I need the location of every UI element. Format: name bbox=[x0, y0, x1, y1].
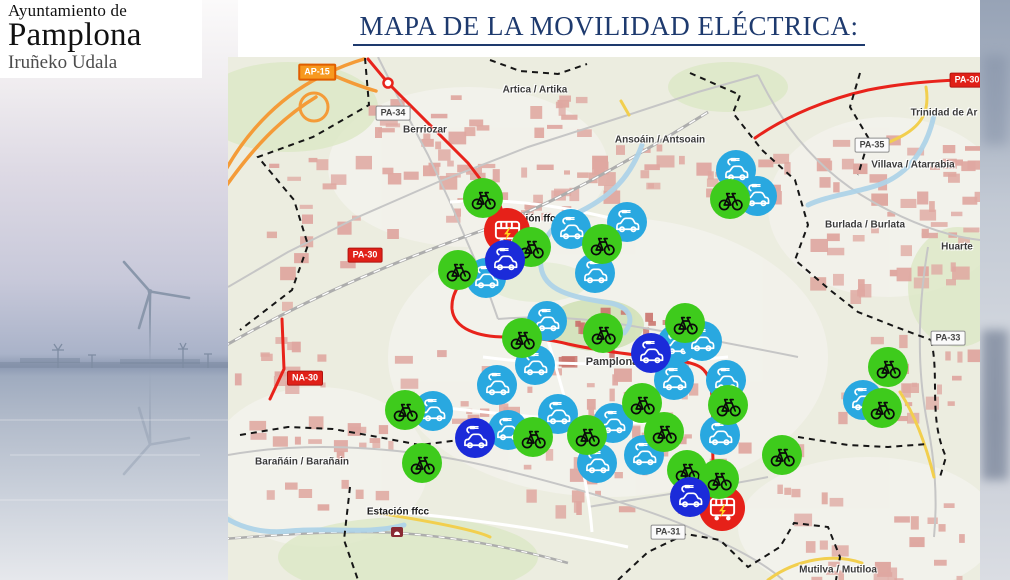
ev-charging-blue-marker[interactable] bbox=[631, 333, 671, 373]
bicycle-icon bbox=[715, 392, 742, 419]
bicycle-icon bbox=[717, 186, 744, 213]
e-bike-marker[interactable] bbox=[710, 179, 750, 219]
ev-car-plug-icon bbox=[661, 367, 688, 394]
e-bike-marker[interactable] bbox=[438, 250, 478, 290]
bicycle-icon bbox=[706, 466, 733, 493]
bicycle-icon bbox=[875, 354, 902, 381]
bicycle-icon bbox=[409, 450, 436, 477]
bicycle-icon bbox=[869, 395, 896, 422]
e-bike-marker[interactable] bbox=[582, 224, 622, 264]
ev-car-plug-icon bbox=[558, 216, 585, 243]
bicycle-icon bbox=[509, 325, 536, 352]
river bbox=[228, 112, 937, 535]
road-shield: PA-35 bbox=[854, 137, 890, 153]
road-shield: PA-33 bbox=[930, 330, 966, 346]
road-shield: NA-30 bbox=[286, 370, 324, 386]
ev-car-plug-icon bbox=[484, 372, 511, 399]
road-shield: PA-30 bbox=[949, 72, 980, 88]
logo-line3: Iruñeko Udala bbox=[8, 52, 118, 73]
boundaries bbox=[239, 57, 948, 580]
e-bike-marker[interactable] bbox=[708, 385, 748, 425]
background-photo-right bbox=[980, 0, 1010, 580]
logo-line2: Pamplona bbox=[8, 17, 142, 53]
bicycle-icon bbox=[672, 310, 699, 337]
e-bike-marker[interactable] bbox=[665, 303, 705, 343]
road-shield: PA-34 bbox=[375, 105, 411, 121]
train-station-icon bbox=[391, 527, 403, 537]
bicycle-icon bbox=[589, 231, 616, 258]
road-shield: PA-31 bbox=[650, 524, 686, 540]
ev-car-plug-icon bbox=[707, 422, 734, 449]
road-shield: AP-15 bbox=[298, 63, 336, 81]
e-bike-marker[interactable] bbox=[567, 415, 607, 455]
road-shield: PA-30 bbox=[347, 247, 383, 263]
bicycle-icon bbox=[445, 257, 472, 284]
bicycle-icon bbox=[392, 397, 419, 424]
logo-line1: Ayuntamiento de bbox=[8, 1, 127, 20]
bicycle-icon bbox=[470, 185, 497, 212]
ev-charging-marker[interactable] bbox=[477, 365, 517, 405]
city-logo: Ayuntamiento de Pamplona Iruñeko Udala bbox=[0, 0, 202, 78]
e-bike-marker[interactable] bbox=[463, 178, 503, 218]
bicycle-icon bbox=[651, 419, 678, 446]
e-bike-marker[interactable] bbox=[862, 388, 902, 428]
e-bike-marker[interactable] bbox=[644, 412, 684, 452]
e-bike-marker[interactable] bbox=[385, 390, 425, 430]
ev-charging-blue-marker[interactable] bbox=[455, 418, 495, 458]
bicycle-icon bbox=[520, 424, 547, 451]
ev-charging-blue-marker[interactable] bbox=[670, 477, 710, 517]
page-title: MAPA DE LA MOVILIDAD ELÉCTRICA: bbox=[353, 11, 865, 46]
slide-title-area: MAPA DE LA MOVILIDAD ELÉCTRICA: bbox=[238, 0, 980, 57]
bicycle-icon bbox=[590, 320, 617, 347]
turbine-blur-shape bbox=[982, 330, 1008, 480]
e-bike-marker[interactable] bbox=[402, 443, 442, 483]
wind-turbine-illustration bbox=[0, 260, 228, 501]
ev-charging-blue-marker[interactable] bbox=[485, 240, 525, 280]
map: Berriozar Artica / Artika Ansoáin / Antsoa… bbox=[228, 57, 980, 580]
e-bike-marker[interactable] bbox=[762, 435, 802, 475]
bicycle-icon bbox=[629, 390, 656, 417]
sky-blur-shape bbox=[982, 55, 1008, 145]
ev-car-plug-icon bbox=[462, 425, 489, 452]
ev-car-plug-icon bbox=[677, 484, 704, 511]
ev-car-plug-icon bbox=[638, 340, 665, 367]
bicycle-icon bbox=[574, 422, 601, 449]
e-bike-marker[interactable] bbox=[583, 313, 623, 353]
e-bike-marker[interactable] bbox=[502, 318, 542, 358]
ev-car-plug-icon bbox=[492, 247, 519, 274]
bicycle-icon bbox=[769, 442, 796, 469]
e-bike-marker[interactable] bbox=[868, 347, 908, 387]
map-markers bbox=[228, 57, 980, 580]
route-stop-ring bbox=[382, 77, 394, 89]
e-bike-marker[interactable] bbox=[513, 417, 553, 457]
